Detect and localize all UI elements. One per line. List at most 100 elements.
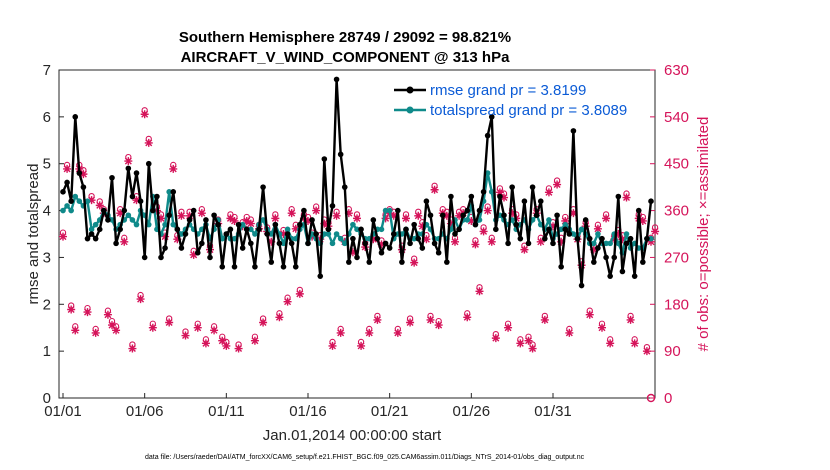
obs-assimilated-marker <box>144 138 153 147</box>
rmse-point <box>542 235 548 242</box>
obs-assimilated-marker <box>622 193 631 202</box>
y-tick-label-right: 360 <box>664 203 689 220</box>
rmse-point <box>92 235 99 242</box>
totalspread-point <box>591 240 597 247</box>
obs-assimilated-marker <box>406 318 415 327</box>
obs-assimilated-marker <box>108 321 116 330</box>
rmse-point <box>227 226 234 233</box>
obs-assimilated-marker <box>630 339 639 348</box>
rmse-point <box>80 184 87 190</box>
y-tick-label-left: 3 <box>43 249 51 266</box>
totalspread-point <box>382 207 389 214</box>
rmse-point <box>88 231 95 237</box>
obs-assimilated-marker <box>353 214 361 223</box>
rmse-point <box>178 245 185 251</box>
chart-subtitle: AIRCRAFT_V_WIND_COMPONENT @ 313 hPa <box>181 49 511 66</box>
rmse-point <box>346 259 352 265</box>
rmse-point <box>329 203 336 209</box>
totalspread-point <box>623 231 630 237</box>
rmse-point <box>554 212 560 219</box>
rmse-point <box>435 249 442 256</box>
obs-assimilated-marker <box>87 196 96 205</box>
obs-assimilated-marker <box>312 206 321 215</box>
rmse-point <box>431 240 438 247</box>
obs-assimilated-marker <box>67 305 76 314</box>
obs-assimilated-marker <box>508 209 517 218</box>
obs-assimilated-marker <box>242 216 251 225</box>
obs-zero-marker <box>646 393 656 403</box>
totalspread-point <box>562 221 569 228</box>
rmse-point <box>101 207 107 214</box>
rmse-point <box>607 273 613 279</box>
totalspread-point <box>260 217 266 223</box>
obs-assimilated-marker <box>455 211 464 220</box>
y-tick-label-right: 540 <box>664 109 689 126</box>
obs-assimilated-marker <box>569 209 578 218</box>
rmse-point <box>301 207 307 214</box>
obs-assimilated-marker <box>185 211 194 220</box>
obs-assimilated-marker <box>103 310 112 319</box>
y-tick-label-right: 0 <box>664 390 672 407</box>
obs-assimilated-marker <box>169 164 178 173</box>
obs-assimilated-marker <box>426 315 435 324</box>
rmse-point <box>358 226 364 233</box>
rmse-point <box>256 226 262 233</box>
rmse-point <box>591 259 597 265</box>
x-tick-label: 01/11 <box>208 403 244 420</box>
obs-assimilated-marker <box>430 185 439 194</box>
obs-assimilated-marker <box>528 344 537 353</box>
rmse-point <box>550 240 556 247</box>
obs-assimilated-marker <box>524 336 533 345</box>
obs-assimilated-marker <box>189 250 198 259</box>
totalspread-point <box>578 226 585 233</box>
rmse-point <box>215 221 221 228</box>
obs-assimilated-marker <box>116 209 125 218</box>
totalspread-point <box>648 235 654 242</box>
obs-assimilated-marker <box>120 237 129 246</box>
chart-title: Southern Hemisphere 28749 / 29092 = 98.8… <box>179 29 511 46</box>
rmse-point <box>333 76 340 83</box>
rmse-point <box>464 207 471 214</box>
y-tick-label-right: 270 <box>664 249 689 266</box>
obs-assimilated-marker <box>304 216 312 225</box>
rmse-point <box>145 160 152 167</box>
x-axis-ticks: 01/01 01/06 01/11 01/16 01/21 01/26 01/31 <box>44 393 572 420</box>
rmse-point <box>207 254 213 261</box>
y-tick-label-left: 7 <box>43 62 51 79</box>
totalspread-point <box>268 231 275 237</box>
obs-assimilated-marker <box>434 321 443 330</box>
totalspread-point <box>488 189 495 195</box>
rmse-point <box>60 189 66 195</box>
rmse-point <box>203 217 209 223</box>
obs-assimilated-marker <box>348 248 357 257</box>
obs-assimilated-marker <box>218 336 227 345</box>
obs-assimilated-marker <box>91 328 100 337</box>
rmse-point <box>174 226 181 233</box>
obs-assimilated-marker <box>320 219 329 228</box>
obs-assimilated-marker <box>487 237 496 246</box>
rmse-point <box>644 235 650 242</box>
totalspread-point <box>558 226 564 233</box>
totalspread-point <box>129 217 136 223</box>
obs-assimilated-marker <box>626 315 635 324</box>
obs-assimilated-marker <box>344 209 353 218</box>
obs-assimilated-marker <box>230 216 239 225</box>
totalspread-point <box>239 221 246 228</box>
obs-assimilated-marker <box>234 344 243 353</box>
rmse-point <box>525 240 532 247</box>
rmse-point <box>248 240 254 247</box>
obs-assimilated-marker <box>553 180 562 189</box>
rmse-point <box>317 273 324 279</box>
rmse-point <box>452 231 458 237</box>
rmse-point <box>378 249 385 256</box>
rmse-point <box>476 207 483 214</box>
rmse-point <box>354 254 360 261</box>
rmse-point <box>297 221 303 228</box>
obs-assimilated-marker <box>63 164 72 173</box>
rmse-point <box>341 184 348 190</box>
obs-assimilated-marker <box>520 245 529 254</box>
x-axis-label: Jan.01,2014 00:00:00 start <box>263 427 442 444</box>
rmse-point <box>321 156 328 162</box>
totalspread-point <box>341 240 348 247</box>
obs-assimilated-marker <box>279 230 288 238</box>
